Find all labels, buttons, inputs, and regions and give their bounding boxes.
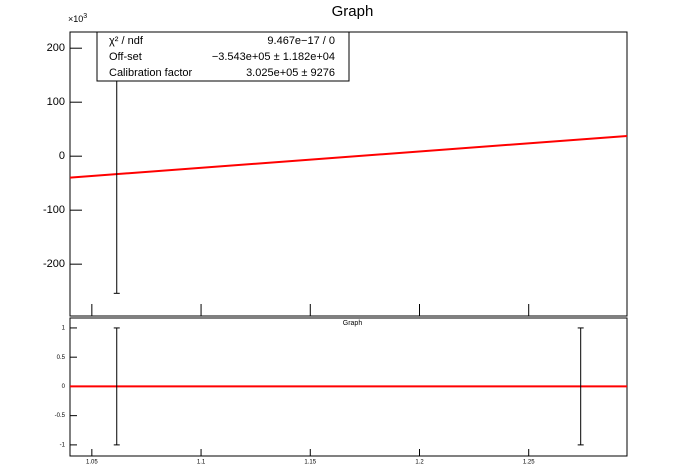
stats-label: χ² / ndf bbox=[109, 35, 144, 47]
y-tick-label: 0.5 bbox=[57, 355, 66, 361]
pad-title: Graph bbox=[332, 3, 374, 20]
x-tick-label: 1.25 bbox=[523, 460, 535, 466]
y-tick-label: -200 bbox=[43, 258, 65, 270]
y-tick-label: 100 bbox=[47, 96, 65, 108]
stats-value: 3.025e+05 ± 9276 bbox=[246, 67, 335, 79]
stats-value: −3.543e+05 ± 1.182e+04 bbox=[212, 51, 335, 63]
x-tick-label: 1.05 bbox=[86, 460, 98, 466]
stats-label: Calibration factor bbox=[109, 67, 192, 79]
stats-value: 9.467e−17 / 0 bbox=[267, 35, 335, 47]
y-tick-label: -0.5 bbox=[55, 413, 66, 419]
y-exponent: ×103 bbox=[68, 13, 87, 25]
x-tick-label: 1.2 bbox=[415, 460, 424, 466]
y-tick-label: 200 bbox=[47, 42, 65, 54]
stats-label: Off-set bbox=[109, 51, 142, 63]
x-tick-label: 1.1 bbox=[197, 460, 206, 466]
y-tick-label: 0 bbox=[62, 384, 66, 390]
x-tick-label: 1.15 bbox=[304, 460, 316, 466]
y-tick-label: 0 bbox=[59, 150, 65, 162]
y-tick-label: -1 bbox=[60, 442, 66, 448]
stats-box bbox=[96, 31, 350, 82]
y-exponent-base: ×10 bbox=[68, 14, 83, 24]
y-exponent-power: 3 bbox=[83, 13, 87, 20]
pad-title: Graph bbox=[343, 320, 363, 327]
y-tick-label: 1 bbox=[62, 326, 66, 332]
y-tick-label: -100 bbox=[43, 204, 65, 216]
fit-line bbox=[69, 134, 628, 179]
